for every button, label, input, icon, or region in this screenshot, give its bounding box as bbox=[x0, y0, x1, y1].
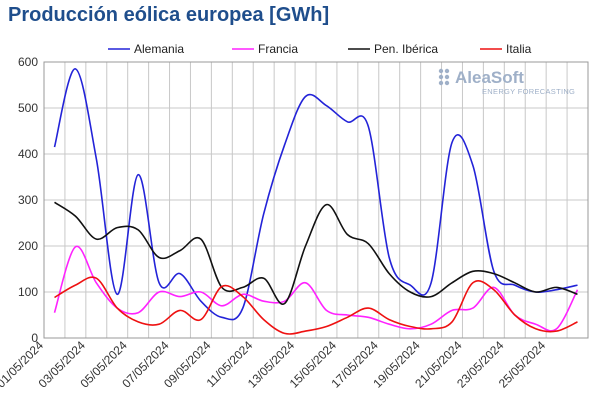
legend: Alemania Francia Pen. Ibérica Italia bbox=[108, 42, 532, 56]
y-tick-label: 0 bbox=[31, 331, 38, 345]
x-axis: 01/05/202403/05/202405/05/202407/05/2024… bbox=[0, 338, 549, 391]
chart-title: Producción eólica europea [GWh] bbox=[8, 4, 330, 26]
y-tick-label: 100 bbox=[18, 285, 38, 299]
series-lines bbox=[53, 68, 579, 335]
y-tick-label: 500 bbox=[18, 101, 38, 115]
aleasoft-logo: AleaSoft ENERGY FORECASTING bbox=[438, 68, 575, 96]
series-line-alemania bbox=[53, 68, 578, 321]
y-tick-label: 200 bbox=[18, 239, 38, 253]
y-axis: 0 100 200 300 400 500 600 bbox=[18, 55, 38, 345]
y-tick-label: 600 bbox=[18, 55, 38, 69]
logo-subtext: ENERGY FORECASTING bbox=[482, 87, 575, 96]
series-line-pen-iberica bbox=[54, 201, 578, 305]
y-tick-label: 300 bbox=[18, 193, 38, 207]
plot-area-frame bbox=[43, 61, 589, 339]
series-line-italia bbox=[54, 276, 578, 335]
y-tick-label: 400 bbox=[18, 147, 38, 161]
legend-label-italia: Italia bbox=[506, 42, 532, 56]
legend-label-pen-iberica: Pen. Ibérica bbox=[374, 42, 438, 56]
logo-text: AleaSoft bbox=[455, 68, 524, 87]
logo-dots-icon bbox=[438, 68, 450, 86]
legend-label-francia: Francia bbox=[258, 42, 298, 56]
legend-label-alemania: Alemania bbox=[134, 42, 184, 56]
